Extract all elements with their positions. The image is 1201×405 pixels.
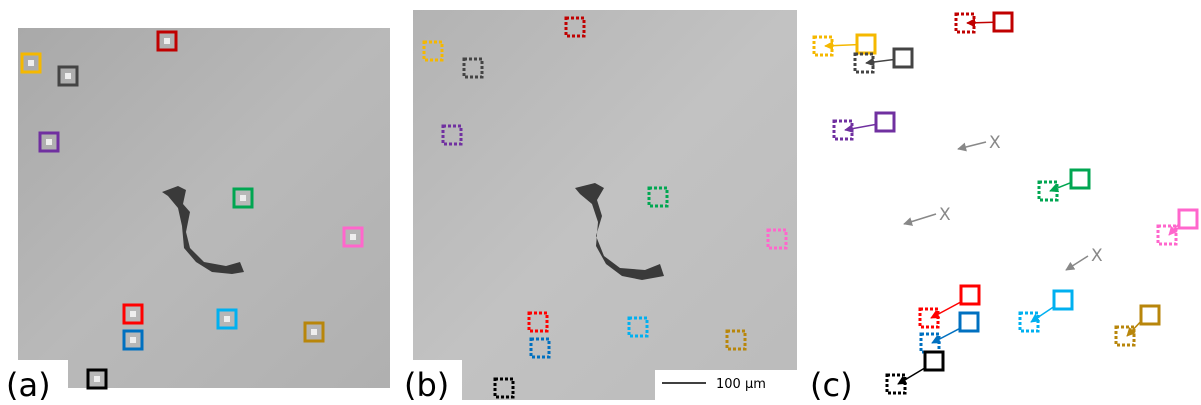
box-c-solid (1141, 306, 1159, 324)
displacement-arrow (1127, 321, 1141, 336)
box-c-solid (961, 286, 979, 304)
box-c-dashed (887, 375, 905, 393)
box-c-solid (857, 35, 875, 53)
spot (94, 376, 100, 382)
spot (130, 337, 136, 343)
spot (164, 38, 170, 44)
spot (240, 195, 246, 201)
box-c-dashed (1116, 327, 1134, 345)
box-c-dashed (920, 309, 938, 327)
box-c-solid (994, 13, 1012, 31)
box-c-dashed (921, 334, 939, 352)
box-c-solid (1054, 291, 1072, 309)
spot (65, 73, 71, 79)
displacement-arrow (866, 60, 894, 64)
spot (28, 60, 34, 66)
box-c-dashed (1039, 182, 1057, 200)
scale-label: 100 µm (716, 377, 766, 392)
displacement-arrow (1031, 307, 1054, 322)
box-c-solid (1179, 210, 1197, 228)
displacement-arrow (825, 45, 857, 46)
box-c-solid (1071, 170, 1089, 188)
spot (46, 139, 52, 145)
figure: 100 µm (a) (b) (c) X X X (0, 0, 1201, 405)
spot (350, 234, 356, 240)
x-arrow (904, 214, 936, 224)
displacement-arrow (1050, 183, 1071, 191)
box-c-solid (876, 113, 894, 131)
panel-label: (c) (810, 366, 853, 404)
displacement-arrow (932, 328, 960, 343)
x-marker: X (989, 133, 1001, 153)
panel-label: (b) (404, 366, 449, 404)
micrograph-b (413, 10, 797, 400)
spot (311, 329, 317, 335)
box-c-solid (894, 49, 912, 67)
micrograph-a (18, 28, 390, 388)
x-marker: X (1091, 246, 1103, 266)
x-arrow (958, 142, 986, 149)
spot (224, 316, 230, 322)
panel-label: (a) (6, 366, 51, 404)
box-c-dashed (1158, 226, 1176, 244)
displacement-arrow (845, 124, 876, 130)
spot (130, 311, 136, 317)
box-c-dashed (1020, 313, 1038, 331)
box-c-solid (925, 352, 943, 370)
x-arrow (1066, 256, 1088, 270)
box-c-solid (960, 313, 978, 331)
x-marker: X (939, 205, 951, 225)
displacement-arrow (967, 22, 994, 23)
box-c-dashed (834, 121, 852, 139)
